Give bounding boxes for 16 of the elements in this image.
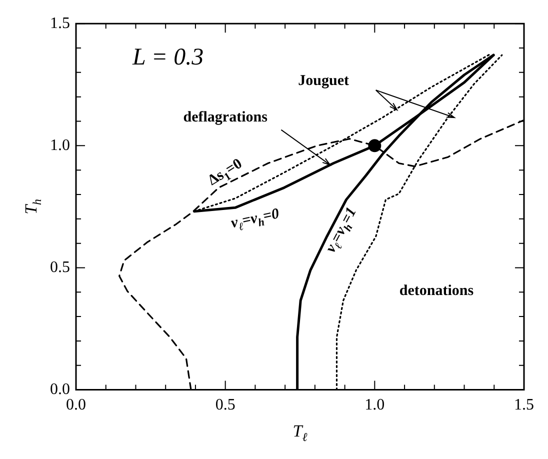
annotation: vℓ=vh=0 bbox=[230, 206, 282, 234]
y-tick-label: 1.5 bbox=[50, 14, 70, 32]
annotation: Jouguet bbox=[298, 72, 350, 89]
annotation: L = 0.3 bbox=[132, 44, 204, 70]
x-tick-label: 1.0 bbox=[364, 396, 385, 414]
annotation: Δs1=0 bbox=[205, 156, 246, 189]
x-tick-label: 0.5 bbox=[215, 396, 236, 414]
x-tick-label: 0.0 bbox=[66, 396, 86, 414]
annotation: vℓ=vh=1 bbox=[322, 204, 360, 256]
y-tick-label: 0.5 bbox=[50, 258, 70, 276]
x-tick-label: 1.5 bbox=[514, 396, 534, 414]
y-tick-label: 1.0 bbox=[50, 136, 70, 154]
annotation: deflagrations bbox=[183, 109, 268, 126]
y-axis-title: Th bbox=[21, 198, 44, 214]
y-tick-label: 0.0 bbox=[50, 381, 70, 398]
annotation: detonations bbox=[399, 283, 474, 300]
